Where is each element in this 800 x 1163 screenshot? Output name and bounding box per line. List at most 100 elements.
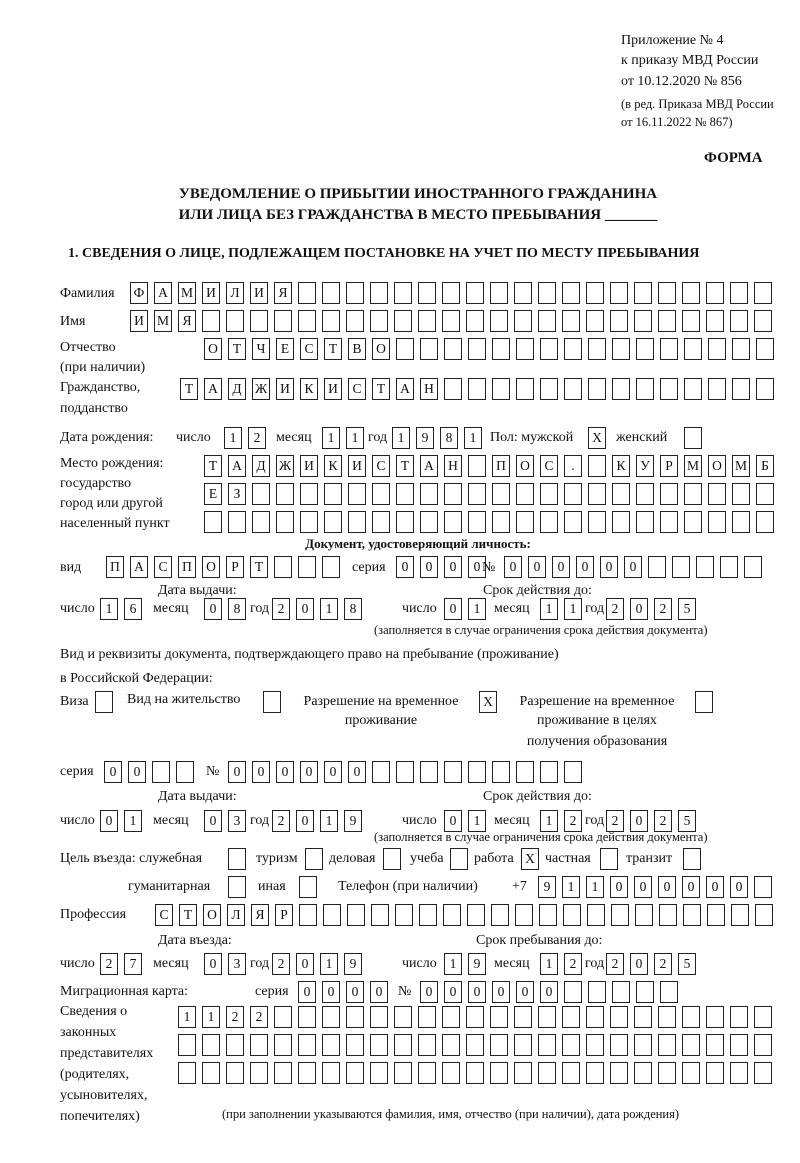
form-cell[interactable]: 2 (272, 810, 290, 832)
form-cell[interactable]: 7 (124, 953, 142, 975)
form-cell[interactable] (95, 691, 113, 713)
form-cell[interactable] (612, 483, 630, 505)
form-cell[interactable] (540, 511, 558, 533)
form-cell[interactable]: 0 (444, 810, 462, 832)
form-cell[interactable]: X (588, 427, 606, 449)
form-cell[interactable] (394, 1006, 412, 1028)
form-cell[interactable] (658, 1062, 676, 1084)
form-cell[interactable] (756, 378, 774, 400)
form-cell[interactable] (442, 1006, 460, 1028)
form-cell[interactable]: О (708, 455, 726, 477)
form-cell[interactable] (202, 1062, 220, 1084)
form-cell[interactable] (394, 1062, 412, 1084)
form-cell[interactable]: Л (227, 904, 245, 926)
form-cell[interactable] (346, 1034, 364, 1056)
form-cell[interactable]: 1 (224, 427, 242, 449)
form-cell[interactable] (395, 904, 413, 926)
form-cell[interactable] (658, 1034, 676, 1056)
form-cell[interactable] (658, 282, 676, 304)
form-cell[interactable] (444, 338, 462, 360)
form-cell[interactable] (538, 282, 556, 304)
form-cell[interactable]: 6 (124, 598, 142, 620)
form-cell[interactable]: 0 (630, 598, 648, 620)
form-cell[interactable]: 0 (540, 981, 558, 1003)
form-cell[interactable] (444, 483, 462, 505)
form-cell[interactable]: 0 (600, 556, 618, 578)
form-cell[interactable]: 0 (444, 598, 462, 620)
form-cell[interactable]: 9 (416, 427, 434, 449)
form-cell[interactable]: 0 (624, 556, 642, 578)
form-cell[interactable] (226, 1062, 244, 1084)
form-cell[interactable]: 1 (540, 810, 558, 832)
form-cell[interactable] (660, 981, 678, 1003)
form-cell[interactable]: С (348, 378, 366, 400)
form-cell[interactable] (372, 511, 390, 533)
form-cell[interactable] (586, 1062, 604, 1084)
form-cell[interactable] (587, 904, 605, 926)
form-cell[interactable]: Т (324, 338, 342, 360)
form-cell[interactable] (419, 904, 437, 926)
form-cell[interactable] (228, 511, 246, 533)
form-cell[interactable]: 2 (654, 598, 672, 620)
form-cell[interactable]: 1 (562, 876, 580, 898)
form-cell[interactable]: 2 (564, 953, 582, 975)
form-cell[interactable]: 2 (564, 810, 582, 832)
form-cell[interactable]: Л (226, 282, 244, 304)
form-cell[interactable] (682, 1034, 700, 1056)
form-cell[interactable] (444, 761, 462, 783)
form-cell[interactable] (468, 761, 486, 783)
form-cell[interactable] (468, 483, 486, 505)
form-cell[interactable] (442, 310, 460, 332)
form-cell[interactable] (418, 1006, 436, 1028)
form-cell[interactable]: З (228, 483, 246, 505)
form-cell[interactable]: 2 (100, 953, 118, 975)
form-cell[interactable]: 0 (348, 761, 366, 783)
form-cell[interactable] (298, 310, 316, 332)
form-cell[interactable]: И (130, 310, 148, 332)
form-cell[interactable] (396, 511, 414, 533)
form-cell[interactable] (720, 556, 738, 578)
form-cell[interactable] (420, 761, 438, 783)
form-cell[interactable]: С (300, 338, 318, 360)
form-cell[interactable] (730, 310, 748, 332)
form-cell[interactable]: X (521, 848, 539, 870)
form-cell[interactable]: 1 (346, 427, 364, 449)
form-cell[interactable] (586, 1034, 604, 1056)
form-cell[interactable] (322, 556, 340, 578)
form-cell[interactable] (636, 511, 654, 533)
form-cell[interactable] (588, 455, 606, 477)
form-cell[interactable] (730, 282, 748, 304)
form-cell[interactable]: С (154, 556, 172, 578)
form-cell[interactable]: О (372, 338, 390, 360)
form-cell[interactable] (744, 556, 762, 578)
form-cell[interactable] (468, 455, 486, 477)
form-cell[interactable]: У (636, 455, 654, 477)
form-cell[interactable] (466, 1006, 484, 1028)
form-cell[interactable] (305, 848, 323, 870)
form-cell[interactable]: 0 (104, 761, 122, 783)
form-cell[interactable] (346, 282, 364, 304)
form-cell[interactable]: К (324, 455, 342, 477)
form-cell[interactable] (250, 1034, 268, 1056)
form-cell[interactable]: 2 (606, 953, 624, 975)
form-cell[interactable] (176, 761, 194, 783)
form-cell[interactable] (538, 310, 556, 332)
form-cell[interactable] (612, 981, 630, 1003)
form-cell[interactable] (658, 1006, 676, 1028)
form-cell[interactable] (610, 1006, 628, 1028)
form-cell[interactable] (658, 310, 676, 332)
form-cell[interactable]: X (479, 691, 497, 713)
form-cell[interactable]: 0 (552, 556, 570, 578)
form-cell[interactable] (756, 483, 774, 505)
form-cell[interactable] (263, 691, 281, 713)
form-cell[interactable] (346, 1062, 364, 1084)
form-cell[interactable] (514, 1006, 532, 1028)
form-cell[interactable]: П (178, 556, 196, 578)
form-cell[interactable] (732, 483, 750, 505)
form-cell[interactable] (538, 1062, 556, 1084)
form-cell[interactable] (754, 876, 772, 898)
form-cell[interactable]: 0 (576, 556, 594, 578)
form-cell[interactable]: Н (420, 378, 438, 400)
form-cell[interactable]: 0 (324, 761, 342, 783)
form-cell[interactable] (754, 1006, 772, 1028)
